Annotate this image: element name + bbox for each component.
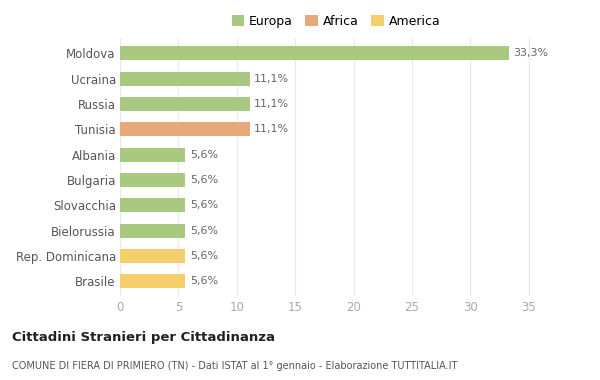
Text: 33,3%: 33,3% <box>514 48 548 58</box>
Bar <box>120 223 185 238</box>
Text: Cittadini Stranieri per Cittadinanza: Cittadini Stranieri per Cittadinanza <box>12 331 275 344</box>
Text: 11,1%: 11,1% <box>254 99 289 109</box>
Bar <box>120 46 509 60</box>
Text: 5,6%: 5,6% <box>190 226 218 236</box>
Bar <box>120 122 250 136</box>
Bar <box>120 97 250 111</box>
Bar <box>120 274 185 288</box>
Text: 5,6%: 5,6% <box>190 175 218 185</box>
Text: 11,1%: 11,1% <box>254 74 289 84</box>
Legend: Europa, Africa, America: Europa, Africa, America <box>227 10 446 33</box>
Text: 11,1%: 11,1% <box>254 124 289 134</box>
Text: 5,6%: 5,6% <box>190 200 218 210</box>
Bar <box>120 71 250 86</box>
Text: 5,6%: 5,6% <box>190 251 218 261</box>
Text: COMUNE DI FIERA DI PRIMIERO (TN) - Dati ISTAT al 1° gennaio - Elaborazione TUTTI: COMUNE DI FIERA DI PRIMIERO (TN) - Dati … <box>12 361 457 371</box>
Bar <box>120 249 185 263</box>
Bar <box>120 173 185 187</box>
Text: 5,6%: 5,6% <box>190 150 218 160</box>
Text: 5,6%: 5,6% <box>190 276 218 286</box>
Bar <box>120 198 185 212</box>
Bar <box>120 147 185 162</box>
